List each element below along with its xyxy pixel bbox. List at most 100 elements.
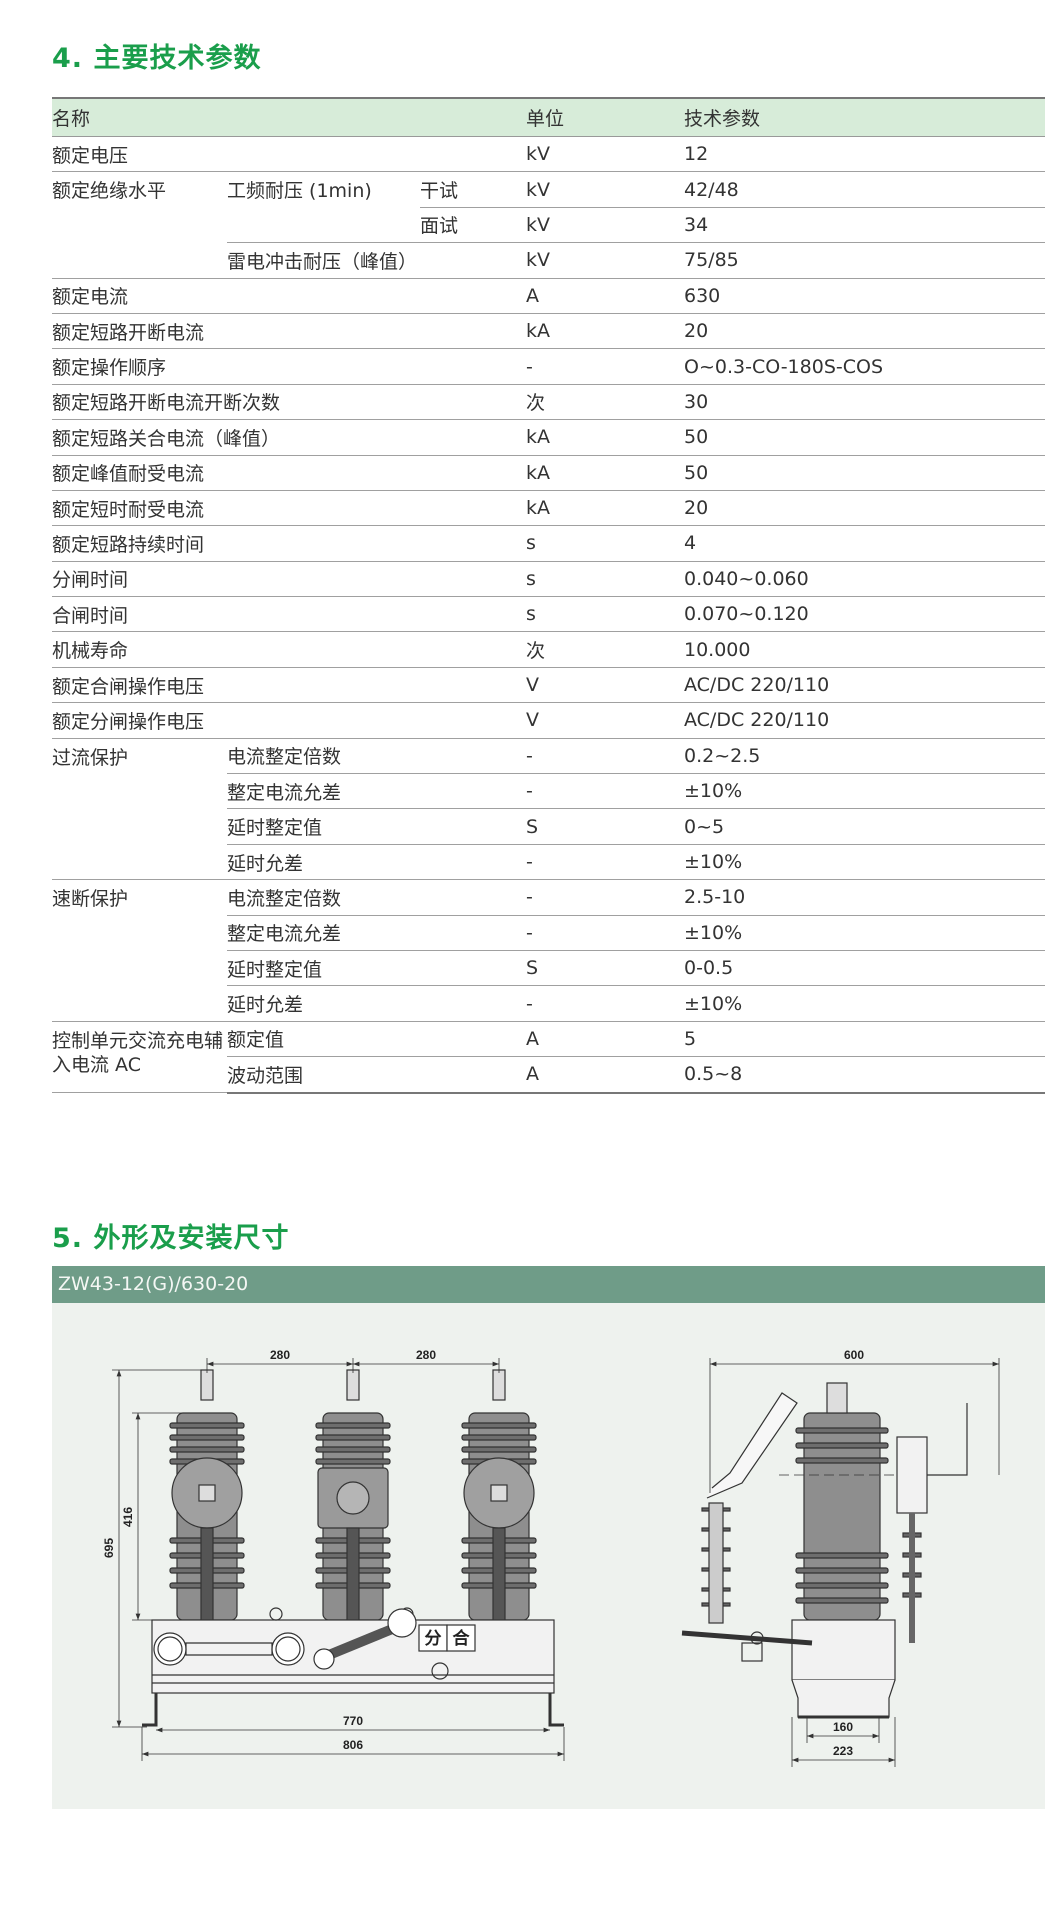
param-value: 42/48 bbox=[684, 171, 1045, 208]
param-test: 面试 bbox=[420, 207, 526, 244]
param-name: 合闸时间 bbox=[52, 596, 526, 633]
param-name: 额定绝缘水平 bbox=[52, 171, 227, 279]
param-value: 630 bbox=[684, 278, 1045, 314]
table-row: 过流保护 电流整定倍数 -0.2~2.5 bbox=[52, 738, 1045, 881]
param-subname: 波动范围 bbox=[227, 1056, 526, 1094]
param-subname: 整定电流允差 bbox=[227, 773, 526, 810]
param-unit: s bbox=[526, 525, 684, 562]
table-row: 额定短路开断电流开断次数次 30 bbox=[52, 384, 1045, 421]
table-row: 合闸时间 s 0.070~0.120 bbox=[52, 596, 1045, 633]
param-subname: 延时整定值 bbox=[227, 808, 526, 845]
param-value: 0.2~2.5 bbox=[684, 738, 1045, 775]
table-row: 额定短路持续时间 s 4 bbox=[52, 525, 1045, 562]
param-unit: S bbox=[526, 808, 684, 845]
param-subname: 电流整定倍数 bbox=[227, 738, 526, 775]
mechanism-frame bbox=[151, 1619, 555, 1694]
table-row: 额定分闸操作电压 V AC/DC 220/110 bbox=[52, 702, 1045, 739]
table-row: 额定电流 A 630 bbox=[52, 278, 1045, 314]
param-unit: - bbox=[526, 738, 684, 775]
header-unit: 单位 bbox=[526, 97, 684, 137]
header-name: 名称 bbox=[52, 97, 526, 137]
param-unit: - bbox=[526, 348, 684, 385]
table-row: 波动范围 A 0.5~8 bbox=[52, 1056, 1045, 1094]
table-row: 速断保护 电流整定倍数 -2.5-10 bbox=[52, 879, 1045, 1022]
section-5-title: 5. 外形及安装尺寸 bbox=[52, 1223, 290, 1254]
param-unit: S bbox=[526, 950, 684, 987]
param-value: ±10% bbox=[684, 915, 1045, 951]
param-name: 额定短路持续时间 bbox=[52, 525, 526, 562]
param-value: 12 bbox=[684, 136, 1045, 173]
ct-box bbox=[896, 1436, 928, 1514]
left-foot bbox=[142, 1693, 158, 1727]
param-unit: V bbox=[526, 667, 684, 704]
table-row: 分闸时间 s 0.040~0.060 bbox=[52, 561, 1045, 598]
dim-280-a: 280 bbox=[270, 1348, 290, 1362]
param-value: 50 bbox=[684, 419, 1045, 456]
dim-223: 223 bbox=[833, 1744, 853, 1758]
param-value: O~0.3-CO-180S-COS bbox=[684, 348, 1045, 385]
param-name: 额定电压 bbox=[52, 136, 526, 173]
open-label-box bbox=[418, 1624, 448, 1652]
header-value: 技术参数 bbox=[684, 97, 1045, 137]
param-name: 额定电流 bbox=[52, 278, 526, 314]
param-value: ±10% bbox=[684, 773, 1045, 810]
param-value: 2.5-10 bbox=[684, 879, 1045, 916]
table-row: 额定峰值耐受电流 kA 50 bbox=[52, 455, 1045, 491]
param-subname: 额定值 bbox=[227, 1021, 526, 1058]
dim-160: 160 bbox=[833, 1720, 853, 1734]
param-value: AC/DC 220/110 bbox=[684, 667, 1045, 704]
param-unit: V bbox=[526, 702, 684, 739]
dimension-drawing: 分 合 280 280 695 416 770 806 bbox=[52, 1303, 1045, 1809]
param-unit: kV bbox=[526, 171, 684, 208]
dim-770: 770 bbox=[343, 1714, 363, 1728]
param-value: 20 bbox=[684, 490, 1045, 527]
param-unit: kA bbox=[526, 455, 684, 491]
param-name: 额定短时耐受电流 bbox=[52, 490, 526, 527]
param-unit: 次 bbox=[526, 384, 684, 421]
param-subname: 电流整定倍数 bbox=[227, 879, 526, 916]
param-name: 分闸时间 bbox=[52, 561, 526, 598]
close-label-box bbox=[446, 1624, 476, 1652]
open-label: 分 bbox=[425, 1629, 442, 1648]
param-unit: s bbox=[526, 596, 684, 633]
table-row: 延时整定值 S 0-0.5 bbox=[52, 950, 1045, 987]
param-unit: - bbox=[526, 915, 684, 951]
param-unit: - bbox=[526, 985, 684, 1022]
param-unit: kV bbox=[526, 242, 684, 279]
dim-600: 600 bbox=[844, 1348, 864, 1362]
param-name: 额定短路开断电流开断次数 bbox=[52, 384, 526, 421]
param-unit: A bbox=[526, 1021, 684, 1058]
param-unit: kV bbox=[526, 207, 684, 244]
param-value: 0~5 bbox=[684, 808, 1045, 845]
table-row: 额定短时耐受电流 kA 20 bbox=[52, 490, 1045, 527]
param-unit: 次 bbox=[526, 631, 684, 668]
param-name: 机械寿命 bbox=[52, 631, 526, 668]
table-row: 额定短路关合电流（峰值） kA 50 bbox=[52, 419, 1045, 456]
dim-280-b: 280 bbox=[416, 1348, 436, 1362]
param-unit: kA bbox=[526, 490, 684, 527]
param-subname: 雷电冲击耐压（峰值） bbox=[227, 242, 526, 279]
front-view: 分 合 bbox=[112, 1358, 565, 1761]
param-value: 75/85 bbox=[684, 242, 1045, 279]
param-value: 0.040~0.060 bbox=[684, 561, 1045, 598]
param-value: 50 bbox=[684, 455, 1045, 491]
terminal-icon bbox=[346, 1369, 360, 1401]
param-value: AC/DC 220/110 bbox=[684, 702, 1045, 739]
table-row: 额定短路开断电流 kA 20 bbox=[52, 313, 1045, 350]
table-row: 机械寿命次 10.000 bbox=[52, 631, 1045, 668]
dim-416: 416 bbox=[121, 1507, 135, 1527]
right-foot bbox=[548, 1693, 564, 1727]
param-unit: - bbox=[526, 844, 684, 881]
table-row: 延时整定值 S 0~5 bbox=[52, 808, 1045, 845]
side-view bbox=[681, 1358, 1000, 1767]
param-unit: - bbox=[526, 773, 684, 810]
param-name: 速断保护 bbox=[52, 879, 227, 1022]
drawings-svg: 分 合 280 280 695 416 770 806 bbox=[102, 1348, 1000, 1767]
table-row: 雷电冲击耐压（峰值） kV 75/85 bbox=[52, 242, 1045, 279]
param-value: 30 bbox=[684, 384, 1045, 421]
param-name: 额定短路开断电流 bbox=[52, 313, 526, 350]
param-subname: 延时允差 bbox=[227, 844, 526, 881]
param-value: 0.5~8 bbox=[684, 1056, 1045, 1094]
param-value: 0-0.5 bbox=[684, 950, 1045, 987]
param-unit: kV bbox=[526, 136, 684, 173]
